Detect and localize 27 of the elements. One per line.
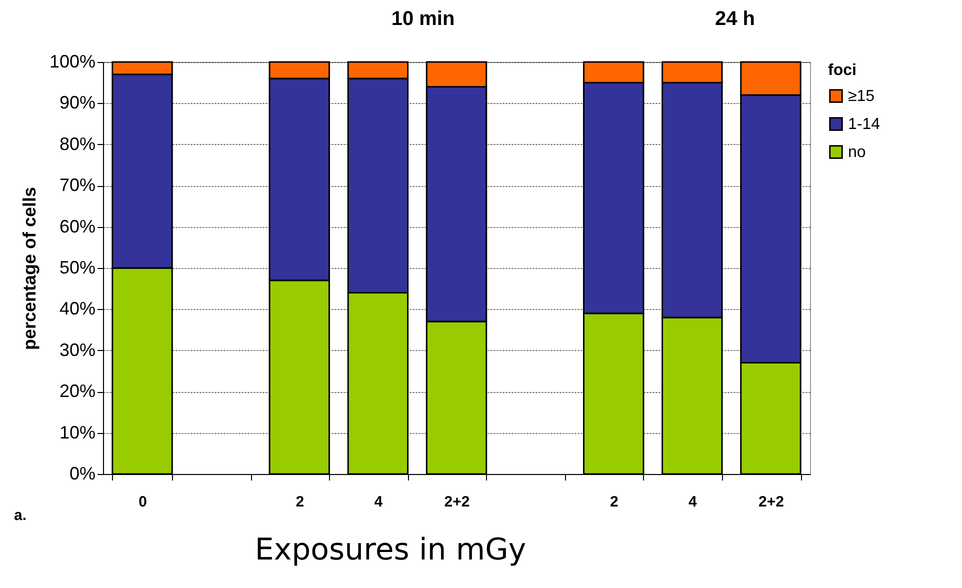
legend-label: 1-14 [848, 116, 880, 133]
text: 10 min [391, 8, 455, 31]
y-tick-label: 90% [59, 92, 96, 113]
x-tick-label: 4 [688, 494, 698, 510]
x-tick-label: 2 [610, 494, 618, 510]
legend-label: no [848, 144, 866, 161]
y-tick-label: 20% [59, 381, 96, 402]
y-tick-label: 60% [59, 216, 96, 236]
y-tick-label: 70% [59, 175, 96, 196]
y-tick-label: 80% [59, 134, 96, 154]
text: a. [14, 507, 27, 524]
y-tick-label: 10% [59, 422, 96, 442]
x-axis-title: Exposures in mGy [254, 532, 526, 568]
y-tick-label: 40% [59, 298, 96, 319]
y-tick-label: 50% [59, 258, 96, 278]
legend-label: ≥15 [848, 88, 875, 105]
legend-title: foci [828, 62, 856, 79]
x-tick-label: 2+2 [444, 494, 470, 510]
y-tick-label: 30% [59, 340, 96, 360]
y-axis-title: percentage of cells [19, 186, 40, 350]
x-tick-label: 0 [138, 494, 147, 510]
x-tick-label: 4 [374, 494, 384, 510]
y-tick-label: 0% [69, 464, 96, 484]
x-tick-label: 2 [296, 494, 304, 510]
x-tick-label: 2+2 [758, 494, 784, 510]
y-tick-label: 100% [49, 52, 96, 72]
text: 24 h [714, 8, 756, 31]
